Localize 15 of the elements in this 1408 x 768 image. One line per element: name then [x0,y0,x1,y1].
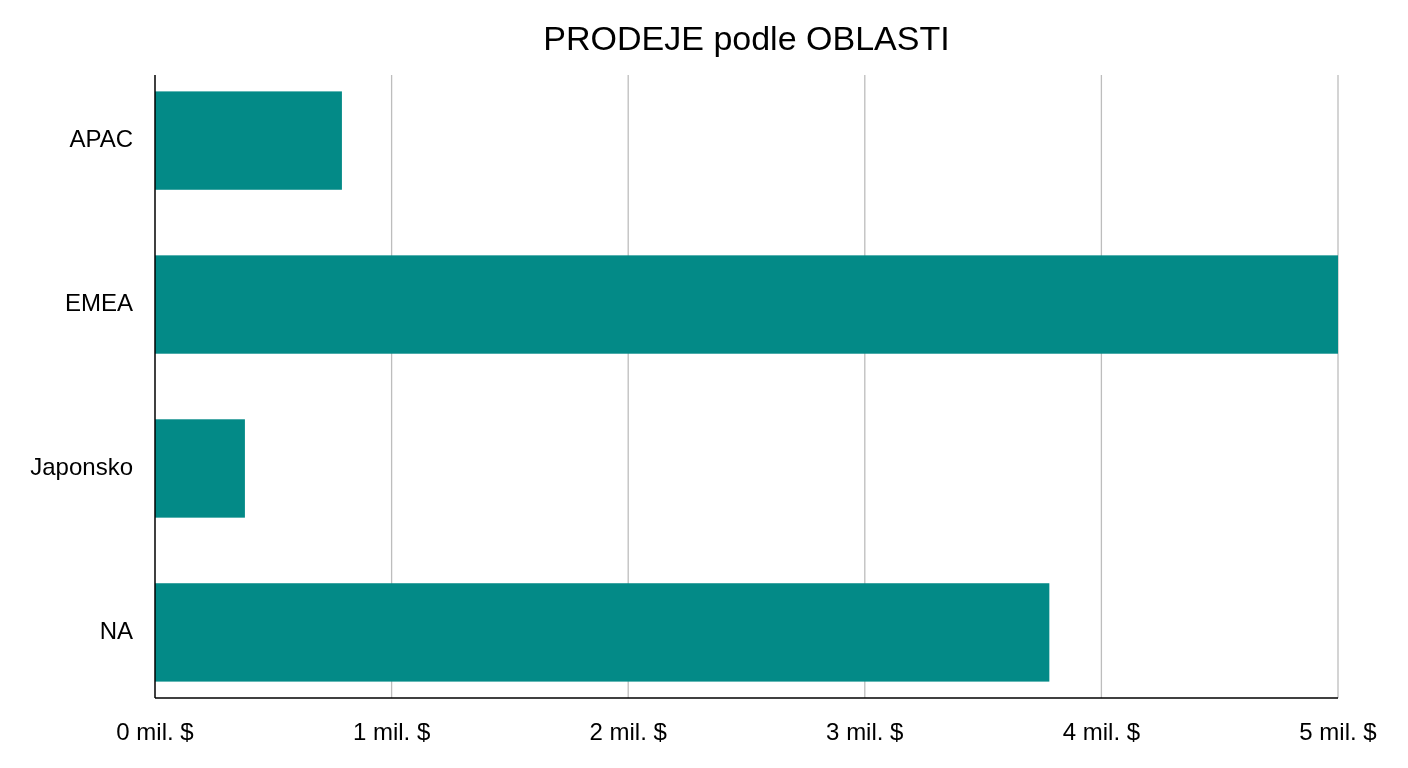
y-tick-label: APAC [69,124,133,152]
x-tick-label: 1 mil. $ [352,718,431,745]
x-tick-label: 2 mil. $ [589,718,667,745]
x-tick-label: 0 mil. $ [116,718,194,745]
bar [155,255,1338,354]
y-tick-label: Japonsko [30,452,133,480]
bar [155,91,342,190]
y-tick-label: NA [99,616,133,644]
x-tick-label: 3 mil. $ [826,718,904,745]
x-tick-label: 4 mil. $ [1062,718,1141,745]
x-tick-label: 5 mil. $ [1299,718,1377,745]
chart-title: PRODEJE podle OBLASTI [543,19,950,57]
y-tick-label: EMEA [64,288,133,316]
bar [155,419,245,518]
bar [155,583,1050,682]
